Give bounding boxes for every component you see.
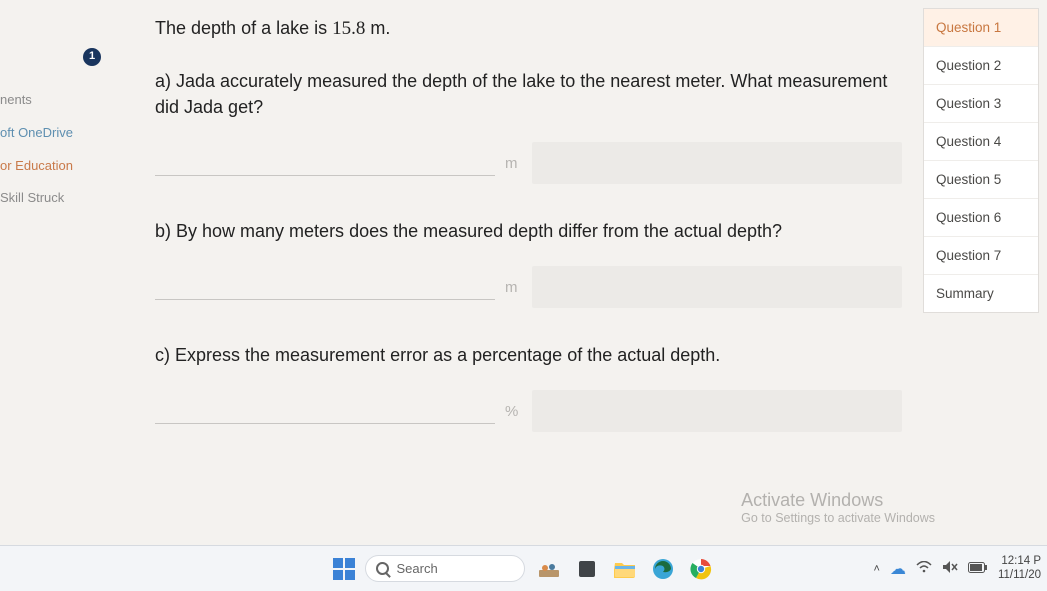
question-content: The depth of a lake is 15.8 m. a) Jada a… bbox=[119, 0, 923, 545]
notification-badge[interactable]: 1 bbox=[83, 48, 101, 66]
clock-time: 12:14 P bbox=[998, 555, 1041, 568]
clock-date: 11/11/20 bbox=[998, 569, 1041, 582]
chrome-icon[interactable] bbox=[687, 555, 715, 583]
watermark-line2: Go to Settings to activate Windows bbox=[741, 511, 935, 525]
left-sidebar: 1 nents oft OneDrive or Education Skill … bbox=[0, 0, 119, 545]
sidebar-item-education[interactable]: or Education bbox=[0, 150, 119, 183]
taskbar-search[interactable]: Search bbox=[365, 555, 525, 582]
part-c-text: c) Express the measurement error as a pe… bbox=[155, 342, 905, 368]
battery-icon[interactable] bbox=[968, 562, 988, 576]
part-c-unit: % bbox=[505, 403, 518, 420]
taskbar-app-1[interactable] bbox=[535, 555, 563, 583]
part-b: b) By how many meters does the measured … bbox=[155, 218, 905, 308]
sidebar-item-onedrive[interactable]: oft OneDrive bbox=[0, 117, 119, 150]
part-c-input[interactable] bbox=[532, 390, 902, 432]
qnav-item-5[interactable]: Question 5 bbox=[924, 161, 1038, 199]
start-button[interactable] bbox=[333, 558, 355, 580]
part-a-blank bbox=[155, 150, 495, 176]
part-c-blank bbox=[155, 398, 495, 424]
qnav-item-1[interactable]: Question 1 bbox=[924, 9, 1038, 47]
wifi-icon[interactable] bbox=[916, 561, 932, 576]
taskbar-app-2[interactable] bbox=[573, 555, 601, 583]
part-a-text: a) Jada accurately measured the depth of… bbox=[155, 68, 905, 120]
part-b-text: b) By how many meters does the measured … bbox=[155, 218, 905, 244]
sidebar-item-skillstruck[interactable]: Skill Struck bbox=[0, 182, 119, 215]
stem-pre: The depth of a lake is bbox=[155, 18, 332, 38]
qnav-item-summary[interactable]: Summary bbox=[924, 275, 1038, 312]
part-a-unit: m bbox=[505, 155, 518, 172]
tray-overflow-icon[interactable]: ˄ bbox=[874, 563, 880, 575]
stem-number: 15.8 bbox=[332, 18, 365, 39]
part-b-unit: m bbox=[505, 279, 518, 296]
part-a: a) Jada accurately measured the depth of… bbox=[155, 68, 905, 184]
question-stem: The depth of a lake is 15.8 m. bbox=[155, 18, 905, 40]
watermark-line1: Activate Windows bbox=[741, 490, 935, 511]
edge-icon[interactable] bbox=[649, 555, 677, 583]
file-explorer-icon[interactable] bbox=[611, 555, 639, 583]
part-b-blank bbox=[155, 274, 495, 300]
windows-activation-watermark: Activate Windows Go to Settings to activ… bbox=[741, 490, 935, 525]
part-a-input[interactable] bbox=[532, 142, 902, 184]
part-c: c) Express the measurement error as a pe… bbox=[155, 342, 905, 432]
onedrive-tray-icon[interactable]: ☁ bbox=[890, 559, 906, 579]
system-tray: ˄ ☁ 12:14 P 11/11/20 bbox=[874, 555, 1042, 581]
qnav-item-7[interactable]: Question 7 bbox=[924, 237, 1038, 275]
part-b-input[interactable] bbox=[532, 266, 902, 308]
qnav-item-2[interactable]: Question 2 bbox=[924, 47, 1038, 85]
stem-post: m. bbox=[365, 18, 390, 38]
qnav-item-3[interactable]: Question 3 bbox=[924, 85, 1038, 123]
volume-muted-icon[interactable] bbox=[942, 560, 958, 577]
taskbar-clock[interactable]: 12:14 P 11/11/20 bbox=[998, 555, 1041, 581]
question-navigator: Question 1 Question 2 Question 3 Questio… bbox=[923, 8, 1039, 313]
search-icon bbox=[376, 562, 389, 575]
search-placeholder: Search bbox=[397, 561, 438, 576]
qnav-item-4[interactable]: Question 4 bbox=[924, 123, 1038, 161]
windows-taskbar: Search ˄ ☁ bbox=[0, 545, 1047, 591]
sidebar-item-nents[interactable]: nents bbox=[0, 84, 119, 117]
qnav-item-6[interactable]: Question 6 bbox=[924, 199, 1038, 237]
